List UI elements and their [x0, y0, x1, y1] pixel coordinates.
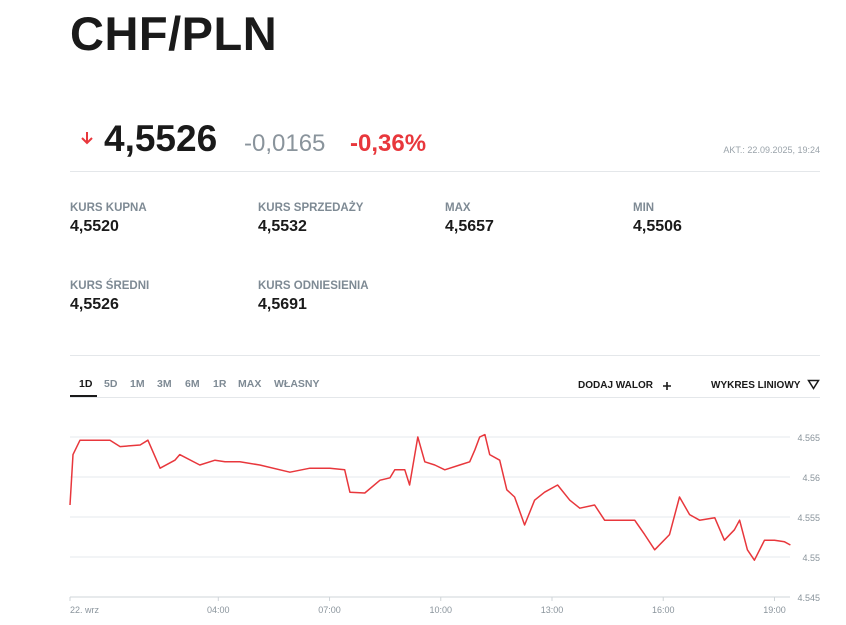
y-tick-label: 4.555 — [797, 513, 820, 523]
price-change-percent: -0,36% — [350, 130, 427, 157]
stat-value: 4,5532 — [258, 218, 307, 235]
divider — [70, 171, 820, 172]
x-tick-label: 22. wrz — [70, 605, 100, 615]
update-time: AKT.: 22.09.2025, 19:24 — [723, 145, 820, 155]
stat-label: MIN — [633, 202, 655, 214]
stat: KURS SPRZEDAŻY 4,5532 — [258, 202, 363, 236]
divider — [70, 355, 820, 356]
y-tick-label: 4.55 — [802, 553, 820, 563]
stat: KURS ODNIESIENIA 4,5691 — [258, 280, 369, 314]
divider — [70, 397, 820, 398]
plus-icon — [663, 382, 671, 390]
dropdown-icon — [807, 379, 820, 390]
stat: KURS KUPNA 4,5520 — [70, 202, 147, 236]
x-tick-label: 19:00 — [763, 605, 786, 615]
price-change: -0,0165 — [244, 130, 326, 157]
chart-type-button[interactable]: WYKRES LINIOWY — [711, 380, 801, 391]
stat-value: 4,5691 — [258, 296, 307, 313]
active-tab-underline — [70, 395, 97, 397]
y-tick-label: 4.56 — [802, 473, 820, 483]
x-tick-label: 16:00 — [652, 605, 675, 615]
stat: MIN 4,5506 — [633, 202, 682, 236]
page-title: CHF/PLN — [70, 7, 278, 60]
stat-value: 4,5520 — [70, 218, 119, 235]
range-tab[interactable]: WŁASNY — [274, 378, 320, 390]
stat-value: 4,5526 — [70, 296, 119, 313]
range-tab[interactable]: MAX — [238, 378, 262, 390]
y-tick-label: 4.565 — [797, 433, 820, 443]
stat: KURS ŚREDNI 4,5526 — [70, 280, 149, 314]
stat: MAX 4,5657 — [445, 202, 494, 236]
stat-label: KURS ŚREDNI — [70, 280, 150, 292]
down-arrow-icon — [81, 132, 93, 145]
x-tick-label: 07:00 — [318, 605, 341, 615]
stat-label: KURS KUPNA — [70, 202, 147, 214]
x-tick-label: 10:00 — [430, 605, 453, 615]
range-tab[interactable]: 1R — [213, 378, 227, 390]
stat-value: 4,5506 — [633, 218, 682, 235]
x-tick-label: 13:00 — [541, 605, 564, 615]
x-tick-label: 04:00 — [207, 605, 230, 615]
range-tab[interactable]: 3M — [157, 378, 172, 390]
price: 4,5526 — [104, 118, 218, 159]
range-tab[interactable]: 1D — [79, 378, 93, 390]
range-tab[interactable]: 6M — [185, 378, 200, 390]
stat-label: MAX — [445, 202, 471, 214]
stat-label: KURS ODNIESIENIA — [258, 280, 369, 292]
y-tick-label: 4.545 — [797, 593, 820, 603]
price-line — [69, 433, 791, 561]
stat-label: KURS SPRZEDAŻY — [258, 202, 364, 214]
stat-value: 4,5657 — [445, 218, 494, 235]
range-tab[interactable]: 5D — [104, 378, 118, 390]
range-tab[interactable]: 1M — [130, 378, 145, 390]
add-asset-button[interactable]: DODAJ WALOR — [578, 380, 653, 391]
